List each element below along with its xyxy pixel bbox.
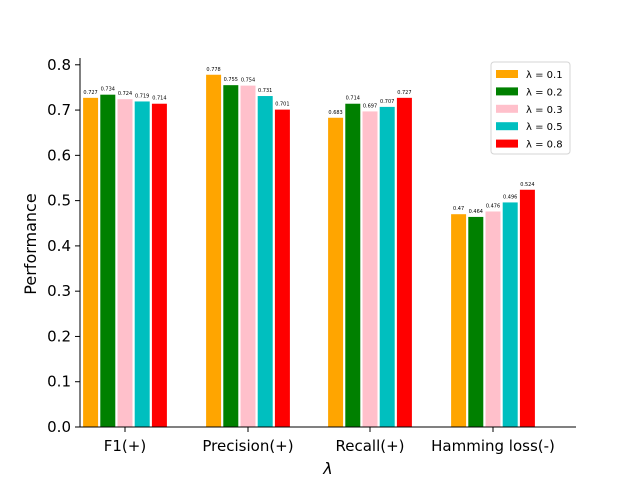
bar-value-label: 0.464 <box>469 209 483 215</box>
x-axis-label: λ <box>322 459 332 478</box>
x-tick-label: Recall(+) <box>335 437 404 455</box>
x-tick-label: F1(+) <box>104 437 146 455</box>
bar-value-label: 0.701 <box>275 102 289 108</box>
bar <box>274 109 290 428</box>
bar-value-label: 0.727 <box>83 90 97 96</box>
legend-swatch <box>496 122 518 131</box>
bar-value-label: 0.724 <box>118 91 132 97</box>
y-tick-label: 0.2 <box>47 327 71 345</box>
y-tick-label: 0.1 <box>47 373 71 391</box>
bar <box>151 103 167 428</box>
legend-label: λ = 0.2 <box>526 87 563 98</box>
bar-value-label: 0.524 <box>520 182 534 188</box>
x-tick-label: Hamming loss(-) <box>431 437 555 455</box>
bar <box>502 202 518 427</box>
bar <box>134 101 150 427</box>
bar <box>362 111 378 427</box>
legend-swatch <box>496 87 518 96</box>
y-tick-label: 0.4 <box>47 237 71 255</box>
data-labels-layer: 0.7270.7780.6830.470.7340.7550.7140.4640… <box>83 67 534 215</box>
legend-label: λ = 0.8 <box>526 140 563 151</box>
bar-value-label: 0.727 <box>397 90 411 96</box>
y-tick-label: 0.6 <box>47 146 71 164</box>
bar <box>451 214 467 427</box>
bar <box>240 85 256 427</box>
bar-value-label: 0.714 <box>152 96 166 102</box>
axes-layer: 0.0 0.1 0.2 0.3 0.4 0.5 0.6 0.7 0.8 F1(+) Precisio… <box>47 56 576 455</box>
bar <box>379 106 395 427</box>
y-axis-label: Performance <box>21 193 40 294</box>
bar <box>83 97 99 427</box>
bar-value-label: 0.707 <box>380 99 394 105</box>
x-tick-label: Precision(+) <box>202 437 293 455</box>
bar-value-label: 0.731 <box>258 88 272 94</box>
bar <box>519 189 535 427</box>
legend: λ = 0.1 λ = 0.2 λ = 0.3 λ = 0.5 λ = 0.8 <box>490 61 571 155</box>
legend-box <box>490 61 571 155</box>
bar <box>117 99 133 427</box>
bar <box>206 74 222 428</box>
legend-swatch <box>496 70 518 78</box>
bar-value-label: 0.719 <box>135 93 149 99</box>
y-tick-label: 0.3 <box>47 282 71 300</box>
bar-value-label: 0.714 <box>346 96 360 102</box>
bar <box>345 103 361 428</box>
bar-value-label: 0.734 <box>101 87 115 93</box>
bar-value-label: 0.697 <box>363 103 377 109</box>
bar-value-label: 0.47 <box>453 206 464 212</box>
legend-label: λ = 0.1 <box>526 70 563 81</box>
bar-value-label: 0.778 <box>206 67 220 73</box>
bar-value-label: 0.754 <box>241 78 255 84</box>
bar <box>257 96 273 428</box>
legend-label: λ = 0.3 <box>526 105 563 116</box>
bar <box>328 117 344 428</box>
bar <box>468 216 484 427</box>
legend-swatch <box>496 104 518 113</box>
y-tick-label: 0.7 <box>47 101 71 119</box>
bar-value-label: 0.476 <box>486 203 500 209</box>
y-tick-label: 0.5 <box>47 192 71 210</box>
bar-value-label: 0.755 <box>224 77 238 83</box>
y-tick-label: 0.8 <box>47 56 71 74</box>
bar <box>396 97 412 427</box>
bar <box>223 85 239 427</box>
y-tick-label: 0.0 <box>47 418 71 436</box>
bars-layer <box>83 74 535 428</box>
bar <box>100 94 116 428</box>
legend-swatch <box>496 139 518 148</box>
legend-label: λ = 0.5 <box>526 122 563 133</box>
bar <box>485 211 501 427</box>
bar-value-label: 0.496 <box>503 194 517 200</box>
bar-value-label: 0.683 <box>328 110 342 116</box>
